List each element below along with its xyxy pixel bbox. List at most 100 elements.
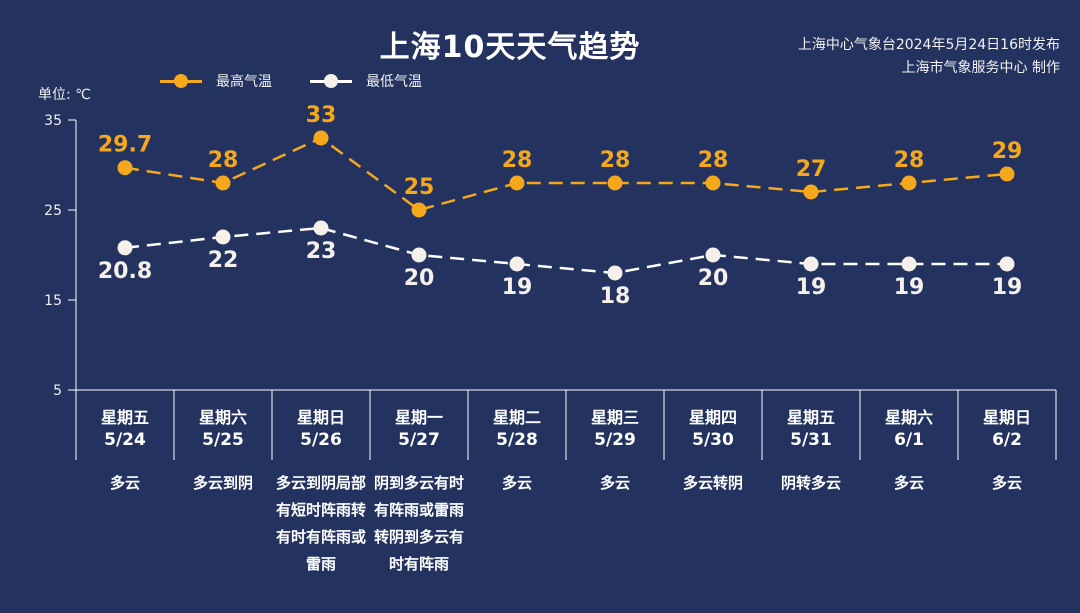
date: 6/2 [992, 430, 1022, 450]
high-temp-points [117, 130, 1015, 218]
date: 5/24 [104, 430, 146, 450]
low-temp-point [607, 265, 623, 281]
y-tick-label: 25 [44, 203, 62, 219]
low-temp-label: 23 [306, 239, 337, 264]
date: 5/28 [496, 430, 538, 450]
y-tick-labels: 35 25 15 5 [44, 113, 62, 399]
low-temp-point [901, 256, 917, 272]
y-tick-label: 5 [53, 383, 62, 399]
weekday: 星期三 [590, 408, 639, 427]
legend-item-low: 最低气温 [310, 71, 422, 91]
legend-label-high: 最高气温 [216, 74, 272, 90]
high-temp-point [509, 175, 525, 191]
day-column: 星期一 5/27 阴到多云有时有阵雨或雷雨转阴到多云有时有阵雨 [370, 390, 468, 578]
issuer-line-2: 上海市气象服务中心 制作 [901, 60, 1060, 76]
legend-label-low: 最低气温 [366, 74, 422, 90]
date: 6/1 [894, 430, 924, 450]
y-axis [68, 119, 77, 460]
weather-desc: 多云到阴局部有短时阵雨转有时有阵雨或雷雨 [275, 474, 366, 573]
day-column: 星期日 5/26 多云到阴局部有短时阵雨转有时有阵雨或雷雨 [272, 390, 370, 578]
day-column: 星期三 5/29 多云 [566, 390, 664, 578]
low-temp-point [803, 256, 819, 272]
low-temp-label: 18 [600, 284, 631, 309]
low-temp-label: 20 [698, 266, 729, 291]
unit-label: 单位: ℃ [38, 87, 91, 103]
day-column: 星期二 5/28 多云 [468, 390, 566, 578]
low-temp-point [117, 240, 133, 256]
page-title: 上海10天天气趋势 [379, 30, 641, 65]
date: 5/31 [790, 430, 832, 450]
weekday: 星期五 [100, 408, 149, 427]
weekday: 星期六 [198, 408, 247, 427]
low-temp-point [313, 220, 329, 236]
high-temp-label: 28 [894, 148, 925, 173]
weather-desc: 多云 [501, 474, 532, 492]
weekday: 星期日 [982, 408, 1031, 427]
low-temp-point [411, 247, 427, 263]
high-temp-label: 25 [404, 175, 435, 200]
issuer-info: 上海中心气象台2024年5月24日16时发布 上海市气象服务中心 制作 [798, 34, 1060, 80]
day-column: 星期六 6/1 多云 [860, 390, 958, 578]
legend-marker-high-icon [160, 71, 202, 91]
weekday: 星期五 [786, 408, 835, 427]
legend-item-high: 最高气温 [160, 71, 272, 91]
weather-desc: 多云 [109, 474, 140, 492]
y-tick-label: 15 [44, 293, 62, 309]
low-temp-point [215, 229, 231, 245]
high-temp-label: 27 [796, 157, 827, 182]
low-temp-point [999, 256, 1015, 272]
weather-desc: 多云到阴 [192, 474, 253, 492]
high-temp-point [215, 175, 231, 191]
high-temp-point [313, 130, 329, 146]
high-temp-point [607, 175, 623, 191]
weather-desc: 多云 [893, 474, 924, 492]
high-temp-label: 28 [208, 148, 239, 173]
high-temp-label: 28 [502, 148, 533, 173]
low-temp-line [124, 226, 1007, 275]
weekday: 星期日 [296, 408, 345, 427]
day-column: 星期六 5/25 多云到阴 [174, 390, 272, 578]
legend-marker-low-icon [310, 71, 352, 91]
high-temp-labels: 29.7 28 33 25 28 28 28 27 28 29 [98, 103, 1022, 200]
high-temp-point [999, 166, 1015, 182]
date: 5/26 [300, 430, 342, 450]
weather-desc: 阴到多云有时有阵雨或雷雨转阴到多云有时有阵雨 [373, 474, 464, 573]
low-temp-label: 22 [208, 248, 239, 273]
date: 5/29 [594, 430, 636, 450]
weather-desc: 多云转阴 [682, 474, 743, 492]
issuer-line-1: 上海中心气象台2024年5月24日16时发布 [797, 37, 1060, 53]
day-column: 星期四 5/30 多云转阴 [664, 390, 762, 578]
low-temp-labels: 20.8 22 23 20 19 18 20 19 19 19 [98, 239, 1022, 309]
high-temp-point [411, 202, 427, 218]
low-temp-label: 20.8 [98, 259, 152, 284]
low-temp-point [509, 256, 525, 272]
day-column: 星期日 6/2 多云 [958, 390, 1056, 578]
low-temp-label: 20 [404, 266, 435, 291]
weather-desc: 多云 [991, 474, 1022, 492]
low-temp-label: 19 [502, 275, 533, 300]
high-temp-label: 28 [600, 148, 631, 173]
day-column: 星期五 5/24 多云 [76, 390, 174, 578]
weekday: 星期四 [688, 408, 737, 427]
high-temp-point [901, 175, 917, 191]
high-temp-label: 28 [698, 148, 729, 173]
forecast-days: 星期五 5/24 多云 星期六 5/25 多云到阴 星期日 5/26 多云到阴局部有短时阵雨… [76, 390, 1056, 578]
high-temp-point [803, 184, 819, 200]
weather-desc: 阴转多云 [780, 474, 841, 492]
high-temp-label: 33 [306, 103, 337, 128]
low-temp-label: 19 [796, 275, 827, 300]
x-axis-table-grid [76, 389, 1057, 460]
weekday: 星期一 [394, 408, 443, 427]
high-temp-label: 29.7 [98, 133, 152, 158]
low-temp-points [117, 220, 1015, 281]
low-temp-label: 19 [894, 275, 925, 300]
low-temp-point [705, 247, 721, 263]
high-temp-point [705, 175, 721, 191]
date: 5/25 [202, 430, 244, 450]
weekday: 星期二 [492, 408, 541, 427]
y-tick-label: 35 [44, 113, 62, 129]
day-column: 星期五 5/31 阴转多云 [762, 390, 860, 578]
weather-desc: 多云 [599, 474, 630, 492]
high-temp-label: 29 [992, 139, 1023, 164]
